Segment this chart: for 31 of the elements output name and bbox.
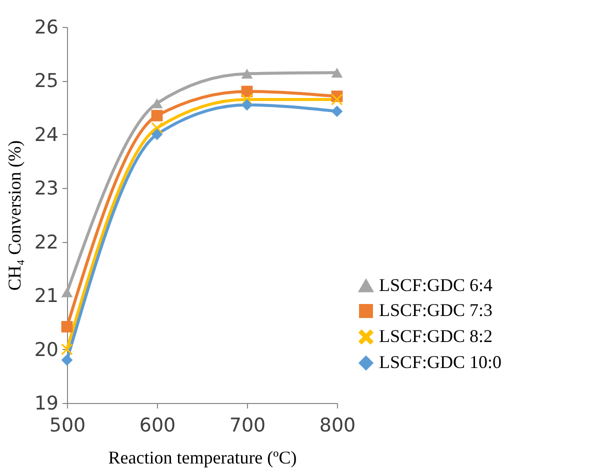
y-tick-label: 23 [34, 178, 58, 200]
legend-label: LSCF:GDC 6:4 [379, 275, 493, 295]
x-tick-label: 600 [139, 414, 176, 436]
point [61, 287, 73, 298]
point [151, 122, 163, 134]
x-tick-label: 800 [319, 414, 356, 436]
y-tick-label: 26 [34, 16, 58, 38]
y-tick-label: 22 [34, 231, 58, 254]
point [241, 99, 253, 111]
point [61, 344, 73, 355]
y-tick-label: 25 [34, 70, 58, 92]
point [331, 68, 343, 78]
point [151, 128, 163, 140]
point [241, 68, 253, 79]
x-axis-title: Reaction temperature (ºC) [108, 448, 297, 468]
point [61, 321, 73, 332]
y-tick-label: 21 [34, 285, 58, 308]
y-tick-label: 24 [34, 124, 58, 146]
y-tick-label: 19 [34, 392, 58, 414]
point [331, 106, 343, 118]
legend-label: LSCF:GDC 7:3 [379, 300, 493, 320]
y-axis-title: CH₄ Conversion (%) [4, 140, 24, 291]
legend-label: LSCF:GDC 10:0 [379, 352, 502, 372]
x-tick-label: 500 [49, 414, 86, 436]
x-tick-label: 700 [229, 414, 266, 436]
point [331, 94, 343, 106]
y-tick-label: 20 [34, 338, 58, 361]
point [151, 110, 163, 122]
point [151, 98, 163, 108]
point [61, 354, 73, 366]
legend-label: LSCF:GDC 8:2 [379, 326, 493, 346]
